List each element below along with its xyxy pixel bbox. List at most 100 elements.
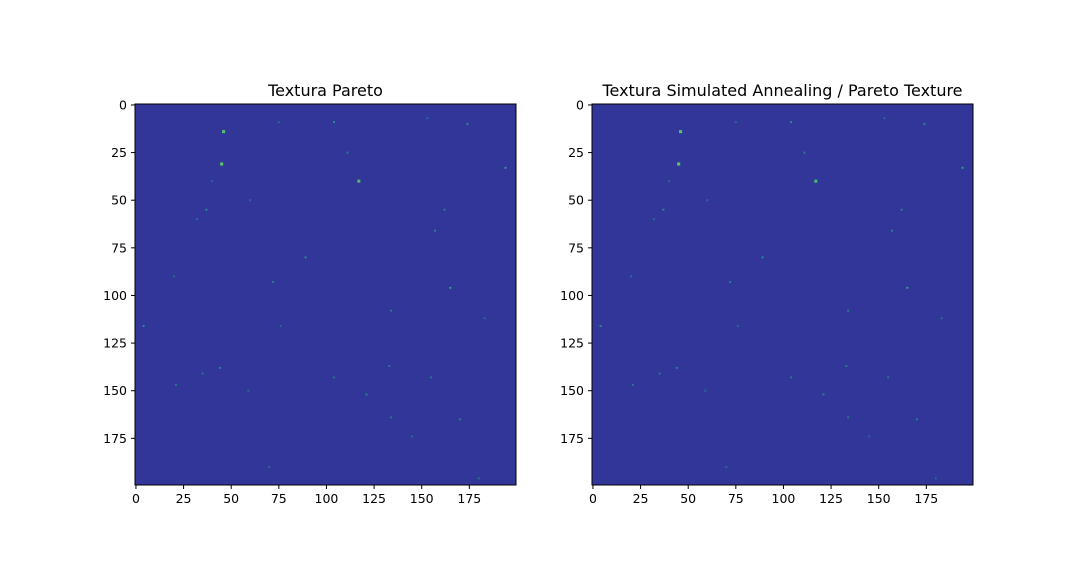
left-pixel-24 <box>277 121 280 124</box>
right-pixel-26 <box>668 180 671 183</box>
right-pixel-17 <box>632 384 634 386</box>
right-y-tick-label-150: 150 <box>560 383 584 398</box>
right-pixel-34 <box>725 465 728 468</box>
left-panel: Textura Pareto 0 25 50 75 100 125 150 175 0 25 50 7… <box>103 81 517 506</box>
left-pixel-25 <box>426 117 429 120</box>
right-x-tick-label-25: 25 <box>633 491 649 506</box>
right-pixel-11 <box>729 281 732 284</box>
right-pixel-18 <box>822 393 825 396</box>
right-pixel-5 <box>961 166 964 169</box>
left-pixel-27 <box>195 218 198 221</box>
left-pixel-9 <box>434 229 436 232</box>
right-pixel-19 <box>845 364 848 367</box>
right-pixel-28 <box>706 199 709 202</box>
right-pixel-13 <box>847 309 850 312</box>
right-pixel-22 <box>915 418 918 421</box>
right-pixel-23 <box>847 416 850 419</box>
left-pixel-3 <box>333 121 336 124</box>
left-pixel-6 <box>346 151 349 154</box>
left-pixel-15 <box>218 366 221 369</box>
left-pixel-14 <box>142 324 145 327</box>
right-pixel-9 <box>891 229 893 232</box>
right-y-tick-label-0: 0 <box>576 97 584 112</box>
right-pixel-24 <box>734 121 737 124</box>
right-image-background <box>592 104 973 485</box>
left-y-tick-label-150: 150 <box>103 383 127 398</box>
left-pixel-1 <box>220 162 224 166</box>
right-pixel-25 <box>883 117 886 120</box>
left-pixel-31 <box>173 275 176 278</box>
right-pixel-31 <box>630 275 633 278</box>
right-pixel-8 <box>900 208 903 211</box>
left-y-tick-label-25: 25 <box>111 145 127 160</box>
right-y-tick-label-175: 175 <box>560 431 584 446</box>
right-x-tick-label-125: 125 <box>819 491 843 506</box>
left-pixel-21 <box>430 376 433 379</box>
left-x-tick-label-175: 175 <box>457 491 481 506</box>
right-pixel-7 <box>662 208 665 211</box>
left-pixel-30 <box>247 389 250 392</box>
left-x-tick-label-150: 150 <box>410 491 434 506</box>
right-x-tick-label-50: 50 <box>680 491 696 506</box>
left-y-tick-label-125: 125 <box>103 336 127 351</box>
left-axes-frame <box>134 103 517 486</box>
left-pixel-11 <box>272 281 275 284</box>
right-pixel-14 <box>599 324 602 327</box>
right-pixel-21 <box>887 376 890 379</box>
right-pixel-4 <box>923 123 926 125</box>
right-y-tick-label-100: 100 <box>560 288 584 303</box>
left-x-tick-label-75: 75 <box>271 491 287 506</box>
right-y-tick-label-75: 75 <box>568 240 584 255</box>
right-y-tick-label-125: 125 <box>560 336 584 351</box>
left-pixel-26 <box>211 180 214 183</box>
right-x-tick-label-0: 0 <box>589 491 597 506</box>
right-y-tick-label-50: 50 <box>568 193 584 208</box>
right-pixel-0 <box>679 130 683 134</box>
right-panel: Textura Simulated Annealing / Pareto Tex… <box>560 81 974 506</box>
left-pixel-33 <box>411 435 414 438</box>
left-pixel-8 <box>443 208 446 211</box>
right-x-tick-label-150: 150 <box>867 491 891 506</box>
right-x-tick-label-175: 175 <box>914 491 938 506</box>
left-x-tick-label-125: 125 <box>362 491 386 506</box>
right-y-tick-label-25: 25 <box>568 145 584 160</box>
right-x-tick-label-100: 100 <box>772 491 796 506</box>
left-pixel-19 <box>388 364 391 367</box>
left-pixel-2 <box>357 179 361 183</box>
right-pixel-6 <box>803 151 806 154</box>
left-y-tick-label-75: 75 <box>111 240 127 255</box>
right-pixel-12 <box>906 286 909 289</box>
left-panel-title: Textura Pareto <box>267 81 383 100</box>
left-pixel-13 <box>390 309 393 312</box>
left-pixel-34 <box>268 465 271 468</box>
left-pixel-28 <box>249 199 252 202</box>
left-pixel-35 <box>477 477 480 480</box>
right-pixel-15 <box>675 366 678 369</box>
left-pixel-7 <box>205 208 208 211</box>
left-pixel-5 <box>504 166 507 169</box>
right-pixel-33 <box>868 435 871 438</box>
left-heatmap: 0 25 50 75 100 125 150 175 0 25 50 75 100 125 150 175 <box>103 97 517 506</box>
left-pixel-18 <box>365 393 368 396</box>
right-panel-title: Textura Simulated Annealing / Pareto Tex… <box>601 81 962 100</box>
right-x-tick-label-75: 75 <box>728 491 744 506</box>
left-x-tick-label-0: 0 <box>132 491 140 506</box>
right-pixel-27 <box>652 218 655 221</box>
left-y-tick-label-175: 175 <box>103 431 127 446</box>
right-pixel-1 <box>677 162 681 166</box>
left-image-background <box>135 104 516 485</box>
left-x-tick-label-25: 25 <box>176 491 192 506</box>
left-pixel-32 <box>483 317 486 320</box>
left-y-tick-label-100: 100 <box>103 288 127 303</box>
right-pixel-20 <box>790 376 793 379</box>
left-x-tick-label-50: 50 <box>223 491 239 506</box>
left-y-tick-label-0: 0 <box>119 97 127 112</box>
right-axes-frame <box>591 103 974 486</box>
left-pixel-17 <box>175 384 177 386</box>
right-pixel-3 <box>790 121 793 124</box>
left-y-tick-label-50: 50 <box>111 193 127 208</box>
right-pixel-10 <box>761 256 764 259</box>
left-pixel-22 <box>458 418 461 421</box>
left-pixel-29 <box>279 324 282 327</box>
